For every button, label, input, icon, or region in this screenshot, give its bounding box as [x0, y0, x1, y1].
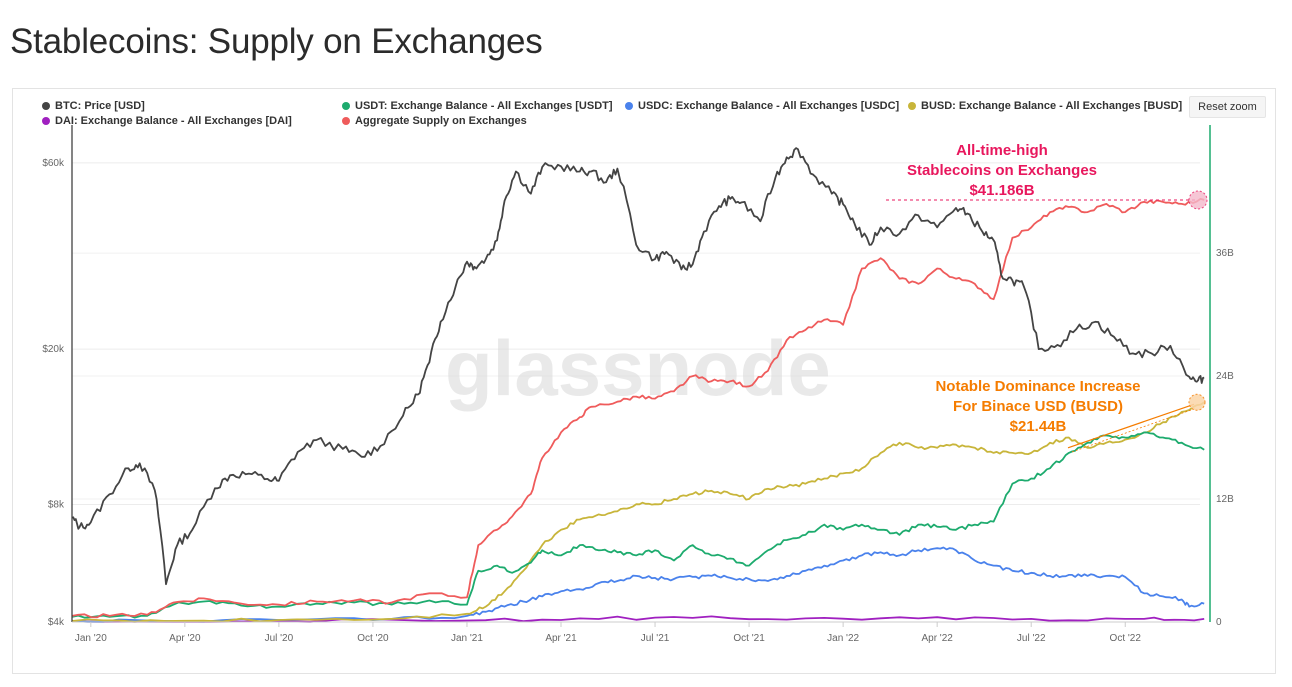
legend-item-usdc[interactable]: USDC: Exchange Balance - All Exchanges [… [625, 100, 899, 112]
ath-annotation-value: $41.186B [969, 182, 1034, 199]
series-line-usdc [71, 546, 1205, 623]
legend-dot-usdt [342, 102, 350, 110]
legend-dot-usdc [625, 102, 633, 110]
legend-label-usdt: USDT: Exchange Balance - All Exchanges [… [355, 100, 613, 112]
legend-label-dai: DAI: Exchange Balance - All Exchanges [D… [55, 115, 292, 127]
reset-zoom-button[interactable]: Reset zoom [1189, 96, 1266, 118]
x-tick-label: Apr '20 [169, 633, 201, 644]
ath-annotation-line2: Stablecoins on Exchanges [907, 162, 1097, 179]
legend-item-aggregate[interactable]: Aggregate Supply on Exchanges [342, 115, 527, 127]
legend-item-busd[interactable]: BUSD: Exchange Balance - All Exchanges [… [908, 100, 1182, 112]
y-right-tick-label: 12B [1216, 494, 1234, 505]
busd-annotation-line1: Notable Dominance Increase [935, 378, 1140, 395]
x-tick-label: Apr '22 [921, 633, 953, 644]
x-tick-label: Jan '21 [451, 633, 483, 644]
y-right-tick-label: 24B [1216, 371, 1234, 382]
x-tick-label: Jan '22 [827, 633, 859, 644]
series-line-aggregate-supply-on-exchanges [71, 198, 1205, 619]
y-left-tick-label: $60k [42, 158, 65, 169]
y-left-tick-label: $4k [48, 617, 65, 628]
ath-annotation-line1: All-time-high [956, 142, 1048, 159]
busd-annotation-line2: For Binace USD (BUSD) [953, 398, 1123, 415]
y-left-tick-label: $8k [48, 499, 65, 510]
legend-label-usdc: USDC: Exchange Balance - All Exchanges [… [638, 100, 900, 112]
series-layer [71, 147, 1208, 623]
legend-label-aggregate: Aggregate Supply on Exchanges [355, 115, 527, 127]
page-title: Stablecoins: Supply on Exchanges [10, 22, 543, 61]
busd-annotation-value: $21.44B [1010, 418, 1067, 435]
x-tick-label: Oct '21 [733, 633, 765, 644]
x-tick-label: Jul '21 [641, 633, 670, 644]
legend-dot-aggregate [342, 117, 350, 125]
x-tick-label: Jul '20 [265, 633, 294, 644]
legend-item-btc-price[interactable]: BTC: Price [USD] [42, 100, 145, 112]
legend-label-busd: BUSD: Exchange Balance - All Exchanges [… [921, 100, 1183, 112]
ath-marker [1188, 190, 1208, 210]
y-right-tick-label: 36B [1216, 248, 1234, 259]
watermark: glassnode [445, 324, 831, 412]
series-line-usdt [71, 431, 1205, 619]
x-tick-label: Apr '21 [545, 633, 577, 644]
annotation-layer: All-time-high Stablecoins on Exchanges $… [907, 142, 1141, 435]
legend-dot-btc [42, 102, 50, 110]
busd-arrow-line [1067, 403, 1195, 449]
legend-dot-busd [908, 102, 916, 110]
legend-dot-dai [42, 117, 50, 125]
legend-item-usdt[interactable]: USDT: Exchange Balance - All Exchanges [… [342, 100, 613, 112]
x-tick-label: Jan '20 [75, 633, 107, 644]
x-tick-label: Oct '20 [357, 633, 389, 644]
y-left-tick-label: $20k [42, 344, 65, 355]
legend-label-btc: BTC: Price [USD] [55, 100, 145, 112]
x-tick-label: Oct '22 [1110, 633, 1142, 644]
legend-item-dai[interactable]: DAI: Exchange Balance - All Exchanges [D… [42, 115, 292, 127]
series-line-busd [71, 401, 1205, 623]
series-line-btc [71, 147, 1205, 586]
busd-marker [1188, 393, 1206, 411]
axis-layer: $4k $8k $20k $60k 0 12B 24B 36B Jan '20 Apr '20 Ju… [42, 125, 1234, 644]
y-right-tick-label: 0 [1216, 617, 1222, 628]
busd-arrow-line-dashed [1071, 407, 1197, 453]
x-tick-label: Jul '22 [1017, 633, 1046, 644]
